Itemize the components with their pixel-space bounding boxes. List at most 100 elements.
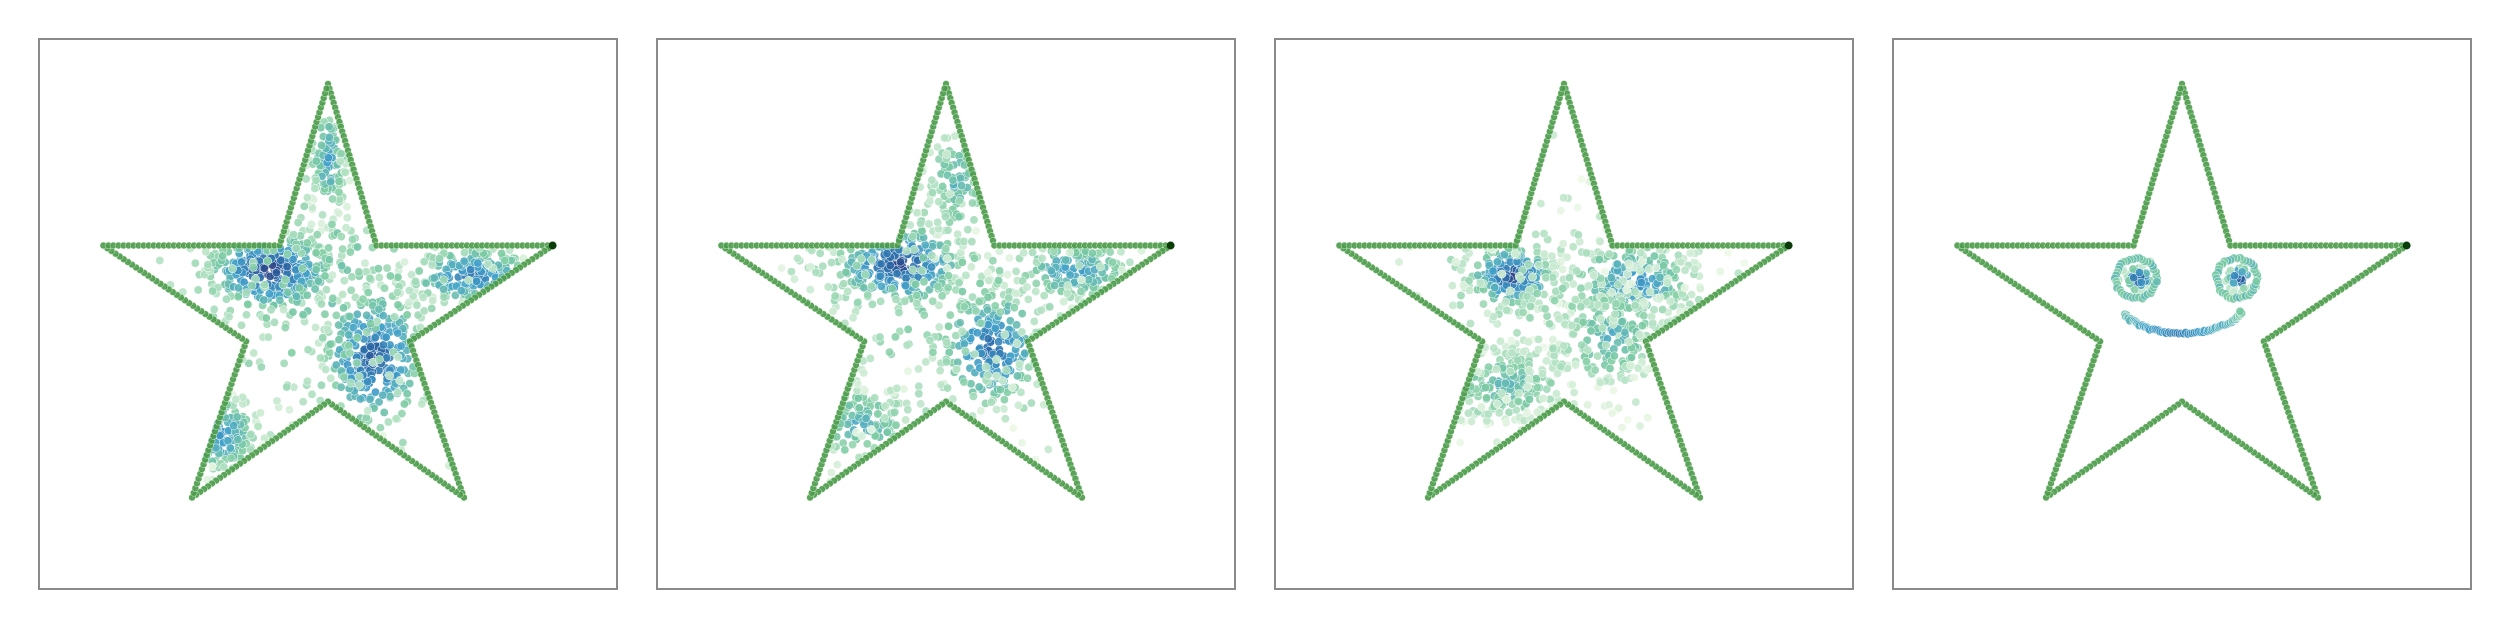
data-point <box>340 168 350 177</box>
data-point <box>832 460 842 470</box>
data-point <box>1017 438 1027 448</box>
data-point <box>927 251 937 261</box>
data-point <box>280 275 290 285</box>
data-point <box>1695 284 1705 294</box>
data-point <box>880 413 890 423</box>
data-point <box>336 149 346 158</box>
data-point <box>1023 373 1032 383</box>
data-point <box>1456 291 1466 300</box>
data-point <box>407 270 416 280</box>
data-point <box>928 347 938 357</box>
data-point <box>1614 403 1624 413</box>
data-point <box>1540 304 1550 314</box>
data-point <box>891 420 901 430</box>
data-point <box>383 417 393 427</box>
data-point <box>1063 281 1073 291</box>
data-point <box>1627 352 1636 362</box>
data-point <box>334 208 344 218</box>
data-point <box>916 399 926 409</box>
data-point <box>1715 267 1725 276</box>
data-point <box>292 292 302 301</box>
data-point <box>334 320 344 330</box>
data-point <box>396 341 406 351</box>
data-point <box>328 270 337 280</box>
data-point <box>241 288 251 298</box>
data-point <box>1007 382 1017 392</box>
data-point <box>777 263 786 273</box>
data-point <box>861 414 871 423</box>
data-point <box>1655 272 1665 282</box>
boundary-end-point <box>1166 241 1175 250</box>
data-point <box>298 310 308 320</box>
data-point <box>393 352 403 362</box>
data-point <box>1582 248 1591 258</box>
data-point <box>1532 289 1542 298</box>
data-point <box>1659 261 1668 271</box>
data-point <box>272 396 282 406</box>
data-point <box>995 307 1005 317</box>
data-point <box>1536 199 1546 209</box>
data-point <box>885 261 895 270</box>
data-point <box>937 291 947 301</box>
data-point <box>439 292 449 302</box>
data-point <box>1630 301 1640 310</box>
data-point <box>1739 258 1749 268</box>
data-point <box>483 259 493 269</box>
data-point <box>945 189 955 199</box>
data-point <box>256 362 266 372</box>
data-point <box>1629 373 1639 382</box>
data-point <box>345 348 355 358</box>
data-point <box>208 286 218 296</box>
data-point <box>1516 274 1526 283</box>
data-point <box>969 215 979 225</box>
data-point <box>1577 340 1587 350</box>
data-point <box>405 379 415 388</box>
data-point <box>1510 249 1520 258</box>
data-point <box>902 246 912 256</box>
data-point <box>944 271 954 281</box>
data-point <box>1624 259 1634 269</box>
data-point <box>1635 330 1645 339</box>
data-point <box>1488 266 1498 276</box>
data-point <box>1076 287 1086 296</box>
data-point <box>1062 288 1072 298</box>
data-point <box>248 262 258 272</box>
data-point <box>382 263 392 273</box>
data-point <box>349 323 358 333</box>
data-point <box>917 266 927 276</box>
data-point <box>919 277 929 287</box>
data-point <box>378 390 388 400</box>
data-point <box>1451 257 1461 267</box>
data-point <box>1492 399 1502 409</box>
data-point <box>366 342 376 352</box>
data-point <box>1524 337 1533 347</box>
data-point <box>421 278 431 288</box>
data-point <box>1558 239 1568 249</box>
data-point <box>961 346 970 356</box>
data-point <box>941 357 951 367</box>
data-point <box>472 276 481 286</box>
data-point <box>1043 444 1053 454</box>
data-point <box>311 248 321 258</box>
data-point <box>1578 317 1588 327</box>
data-point <box>1059 297 1069 307</box>
data-point <box>1507 348 1517 358</box>
data-point <box>909 245 919 254</box>
data-point <box>318 333 328 343</box>
data-point <box>911 279 921 289</box>
data-point <box>354 380 364 390</box>
data-point <box>823 282 833 292</box>
data-point <box>1613 280 1623 290</box>
data-point <box>231 394 241 404</box>
data-point <box>1475 278 1485 288</box>
data-point <box>959 377 969 387</box>
data-point <box>155 256 165 265</box>
data-point <box>310 284 320 294</box>
data-point <box>292 243 301 253</box>
data-point <box>1596 314 1606 324</box>
data-point <box>1004 293 1014 303</box>
data-point <box>376 423 385 433</box>
data-point <box>1552 369 1562 379</box>
data-point <box>1541 273 1551 283</box>
data-point <box>404 286 414 295</box>
